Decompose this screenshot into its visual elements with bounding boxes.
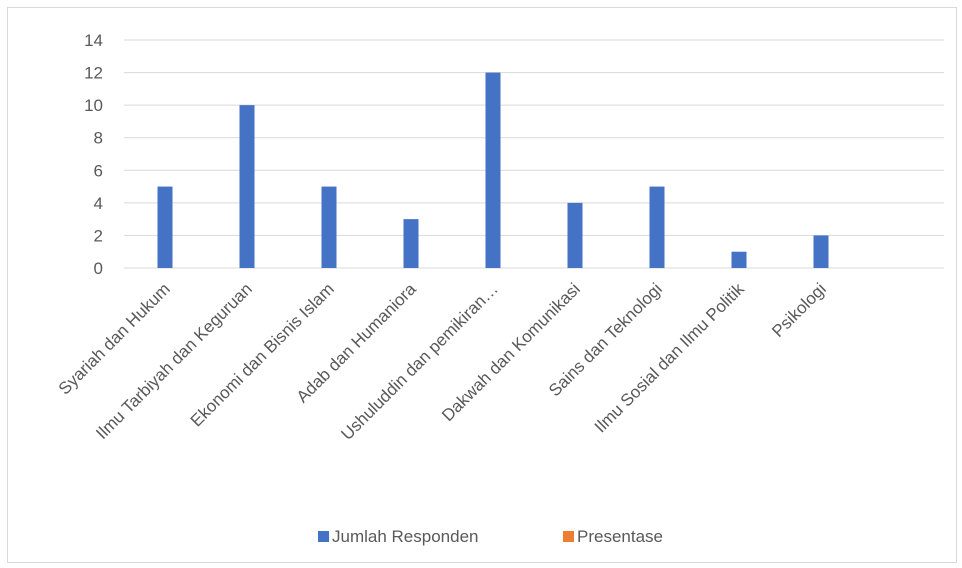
y-axis-ticks: 0 2 4 6 8 10 12 14 xyxy=(84,31,103,278)
x-tick-label: Ilmu Tarbiyah dan Keguruan xyxy=(92,279,256,443)
legend-swatch xyxy=(563,531,574,542)
legend-swatch xyxy=(318,531,329,542)
bar xyxy=(731,251,747,268)
bar xyxy=(403,219,419,268)
y-tick-label: 6 xyxy=(94,161,103,180)
bar xyxy=(649,186,665,268)
bars xyxy=(157,72,829,269)
bar xyxy=(239,105,255,269)
y-tick-label: 0 xyxy=(94,259,103,278)
legend-label: Presentase xyxy=(577,527,663,546)
bar xyxy=(813,235,829,268)
legend: Jumlah Responden Presentase xyxy=(318,527,663,546)
bar xyxy=(567,202,583,268)
x-tick-label: Ekonomi dan Bisnis Islam xyxy=(187,279,338,430)
y-tick-label: 4 xyxy=(94,194,103,213)
x-tick-label: Dakwah dan Komunikasi xyxy=(438,279,584,425)
x-tick-label: Psikologi xyxy=(768,279,830,341)
gridlines xyxy=(124,39,944,269)
chart-area: 0 2 4 6 8 10 12 14 Syariah dan Hukum Ilmu Tarbiy… xyxy=(7,7,957,563)
bar xyxy=(321,186,337,268)
y-tick-label: 2 xyxy=(94,226,103,245)
y-tick-label: 12 xyxy=(84,64,103,83)
bar xyxy=(485,72,501,268)
y-tick-label: 8 xyxy=(94,129,103,148)
x-tick-label: Ushuluddin dan pemikiran… xyxy=(337,279,501,443)
bar xyxy=(157,186,173,268)
y-tick-label: 14 xyxy=(84,31,103,50)
x-tick-label: Ilmu Sosial dan Ilmu Politik xyxy=(591,279,748,436)
y-tick-label: 10 xyxy=(84,96,103,115)
legend-label: Jumlah Responden xyxy=(332,527,478,546)
